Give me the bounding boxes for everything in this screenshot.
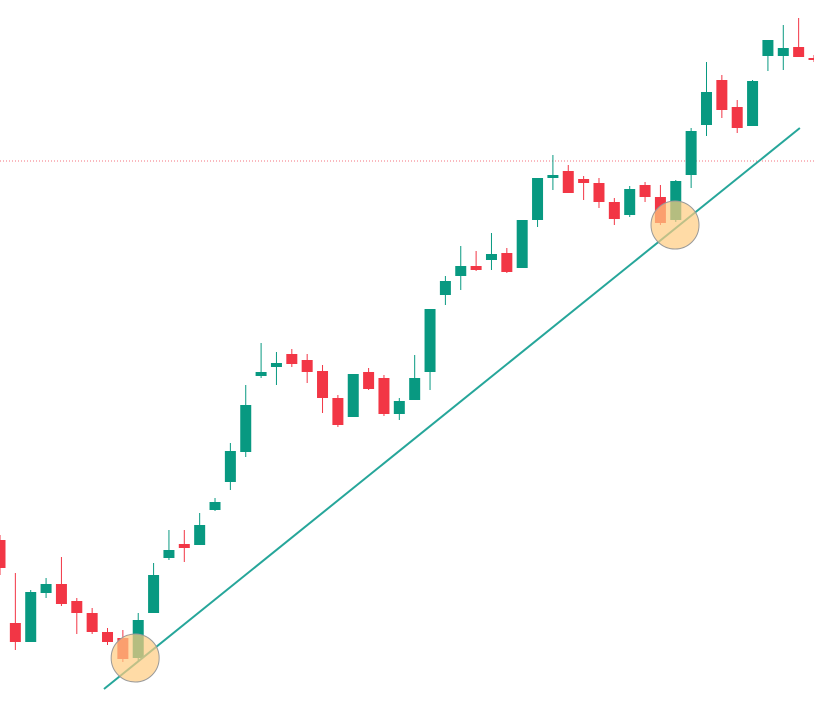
candle-body	[240, 405, 252, 452]
candle-body	[578, 179, 590, 183]
candle-body	[9, 623, 21, 642]
candle-body	[608, 202, 620, 219]
candle-body	[747, 81, 759, 126]
candle-body	[808, 58, 814, 60]
candle-body	[793, 47, 805, 57]
candle-body	[393, 401, 405, 414]
highlight-circle	[650, 200, 700, 250]
candle-body	[685, 131, 697, 175]
candle-body	[455, 266, 467, 276]
candle-body	[562, 171, 574, 193]
candle-body	[470, 266, 482, 270]
candle-body	[209, 502, 221, 510]
candle-body	[639, 185, 651, 197]
candle-body	[439, 281, 451, 295]
candle-body	[516, 220, 528, 268]
candle-body	[255, 372, 267, 376]
candle-body	[670, 181, 682, 220]
candle-body	[731, 107, 743, 128]
candle-body	[409, 378, 421, 400]
candle-body	[378, 378, 390, 414]
candle-body	[148, 575, 160, 613]
candle-body	[332, 398, 344, 425]
candle-body	[347, 374, 359, 417]
candle-body	[301, 360, 313, 372]
candle-body	[700, 92, 712, 125]
candle-body	[40, 584, 52, 593]
candle-body	[25, 592, 37, 642]
candle-body	[777, 48, 789, 56]
candle-body	[485, 254, 497, 260]
candle-body	[194, 525, 206, 545]
candle-body	[716, 80, 728, 110]
candle-body	[102, 632, 114, 642]
candle-body	[270, 363, 282, 367]
candle-body	[55, 584, 67, 604]
candle-body	[178, 544, 190, 548]
candle-body	[501, 253, 513, 272]
highlight-circle	[110, 633, 160, 683]
candle-body	[624, 189, 636, 215]
candle-body	[163, 550, 175, 558]
candle-body	[317, 371, 329, 398]
candle-body	[532, 178, 544, 220]
candle-body	[762, 40, 774, 56]
candle-body	[593, 183, 605, 202]
candle-body	[286, 354, 298, 364]
candle-body	[0, 540, 6, 568]
candle-body	[547, 175, 559, 178]
candle-body	[363, 372, 375, 389]
candle-body	[86, 613, 98, 632]
candle-body	[71, 601, 83, 613]
candle-body	[224, 451, 236, 482]
candle-body	[424, 309, 436, 372]
